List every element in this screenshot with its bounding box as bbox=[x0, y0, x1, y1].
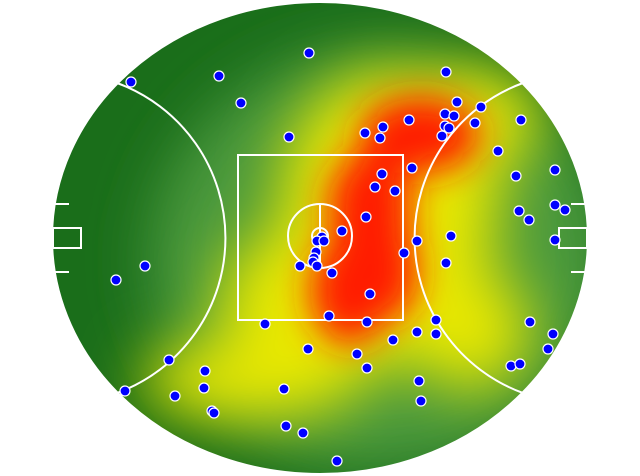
point bbox=[302, 343, 314, 355]
point bbox=[415, 395, 427, 407]
point bbox=[475, 101, 487, 113]
point bbox=[297, 427, 309, 439]
point bbox=[451, 96, 463, 108]
point bbox=[359, 127, 371, 139]
point bbox=[169, 390, 181, 402]
point bbox=[125, 76, 137, 88]
point bbox=[406, 162, 418, 174]
point bbox=[411, 326, 423, 338]
point bbox=[139, 260, 151, 272]
point bbox=[505, 360, 517, 372]
point bbox=[208, 407, 220, 419]
point bbox=[361, 362, 373, 374]
point bbox=[235, 97, 247, 109]
point bbox=[403, 114, 415, 126]
point bbox=[336, 225, 348, 237]
point bbox=[351, 348, 363, 360]
point bbox=[374, 132, 386, 144]
point bbox=[440, 257, 452, 269]
point bbox=[523, 214, 535, 226]
point bbox=[445, 230, 457, 242]
point bbox=[436, 130, 448, 142]
point bbox=[311, 260, 323, 272]
point bbox=[376, 168, 388, 180]
point bbox=[469, 117, 481, 129]
point bbox=[492, 145, 504, 157]
point bbox=[163, 354, 175, 366]
point bbox=[278, 383, 290, 395]
point bbox=[524, 316, 536, 328]
point bbox=[331, 455, 343, 467]
point bbox=[361, 316, 373, 328]
point bbox=[387, 334, 399, 346]
point bbox=[542, 343, 554, 355]
point bbox=[318, 235, 330, 247]
point bbox=[389, 185, 401, 197]
point bbox=[323, 310, 335, 322]
point bbox=[439, 108, 451, 120]
point bbox=[398, 247, 410, 259]
point bbox=[513, 205, 525, 217]
point bbox=[510, 170, 522, 182]
point bbox=[440, 66, 452, 78]
point bbox=[280, 420, 292, 432]
point bbox=[549, 234, 561, 246]
point bbox=[547, 328, 559, 340]
point bbox=[559, 204, 571, 216]
point bbox=[377, 121, 389, 133]
point bbox=[259, 318, 271, 330]
point bbox=[360, 211, 372, 223]
point bbox=[326, 267, 338, 279]
point bbox=[369, 181, 381, 193]
point bbox=[364, 288, 376, 300]
point bbox=[110, 274, 122, 286]
point bbox=[430, 314, 442, 326]
point bbox=[283, 131, 295, 143]
point bbox=[515, 114, 527, 126]
point bbox=[443, 122, 455, 134]
point bbox=[413, 375, 425, 387]
point bbox=[448, 110, 460, 122]
point bbox=[411, 235, 423, 247]
point bbox=[549, 164, 561, 176]
point bbox=[199, 365, 211, 377]
point bbox=[514, 358, 526, 370]
point bbox=[294, 260, 306, 272]
point bbox=[213, 70, 225, 82]
point bbox=[119, 385, 131, 397]
point bbox=[430, 328, 442, 340]
point bbox=[549, 199, 561, 211]
point bbox=[198, 382, 210, 394]
point bbox=[303, 47, 315, 59]
